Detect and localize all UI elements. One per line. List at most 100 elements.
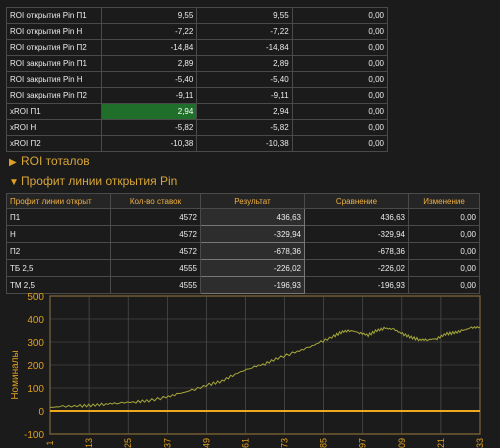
- value-cell[interactable]: 0,00: [291, 39, 389, 56]
- table-row[interactable]: ROI закрытия Pin Н -5,40 -5,40 0,00: [6, 71, 389, 88]
- table-row[interactable]: ROI закрытия Pin П2 -9,11 -9,11 0,00: [6, 87, 389, 104]
- profit-table-body: П1 4572 436,63 436,63 0,00 Н 4572 -329,94 -329,9…: [6, 208, 480, 294]
- row-label[interactable]: xROI П1: [6, 103, 102, 120]
- table-row[interactable]: ROI открытия Pin Н -7,22 -7,22 0,00: [6, 23, 389, 40]
- value-cell[interactable]: -14,84: [100, 39, 198, 56]
- y-tick-label: 0: [38, 407, 44, 418]
- row-label[interactable]: ROI открытия Pin Н: [6, 23, 102, 40]
- value-cell[interactable]: -5,82: [196, 119, 293, 136]
- value-cell[interactable]: -678,36: [304, 242, 409, 260]
- table-row[interactable]: ROI закрытия Pin П1 2,89 2,89 0,00: [6, 55, 389, 72]
- value-cell[interactable]: 0,00: [408, 276, 480, 294]
- value-cell[interactable]: -329,94: [200, 225, 305, 243]
- value-cell[interactable]: -7,22: [100, 23, 198, 40]
- value-cell[interactable]: -9,11: [196, 87, 293, 104]
- value-cell[interactable]: 436,63: [200, 208, 305, 226]
- value-cell[interactable]: 9,55: [196, 7, 293, 24]
- y-tick-label: 100: [27, 384, 44, 395]
- value-cell[interactable]: 0,00: [291, 119, 389, 136]
- value-cell[interactable]: -7,22: [196, 23, 293, 40]
- value-cell[interactable]: 0,00: [408, 225, 480, 243]
- x-tick-label: 09: [397, 438, 407, 448]
- value-cell[interactable]: 0,00: [291, 55, 389, 72]
- x-tick-label: 25: [123, 438, 133, 448]
- value-cell[interactable]: -9,11: [100, 87, 198, 104]
- table-row[interactable]: Н 4572 -329,94 -329,94 0,00: [6, 225, 480, 243]
- value-cell[interactable]: -226,02: [304, 259, 409, 277]
- value-cell[interactable]: 0,00: [291, 7, 389, 24]
- table-row[interactable]: П2 4572 -678,36 -678,36 0,00: [6, 242, 480, 260]
- y-tick-label: 200: [27, 361, 44, 372]
- value-cell[interactable]: 2,89: [196, 55, 293, 72]
- row-label[interactable]: ТБ 2,5: [6, 259, 111, 277]
- value-cell[interactable]: 4555: [110, 259, 201, 277]
- row-label[interactable]: ROI открытия Pin П2: [6, 39, 102, 56]
- row-label[interactable]: ROI закрытия Pin П2: [6, 87, 102, 104]
- x-tick-label: 73: [280, 438, 290, 448]
- value-cell[interactable]: 2,89: [100, 55, 198, 72]
- roi-totals-section-title: ROI тоталов: [21, 154, 90, 168]
- value-cell[interactable]: 0,00: [291, 71, 389, 88]
- profit-line-section-toggle[interactable]: ▼ Профит линии открытия Pin: [9, 174, 177, 188]
- value-cell[interactable]: 0,00: [291, 135, 389, 152]
- profit-table-header: Профит линии открыт Кол-во ставок Резуль…: [6, 193, 480, 209]
- column-header[interactable]: Изменение: [408, 193, 480, 209]
- value-cell[interactable]: -678,36: [200, 242, 305, 260]
- value-cell[interactable]: 0,00: [291, 103, 389, 120]
- value-cell[interactable]: 4572: [110, 208, 201, 226]
- value-cell[interactable]: 4572: [110, 242, 201, 260]
- row-label[interactable]: ROI закрытия Pin П1: [6, 55, 102, 72]
- row-label[interactable]: ROI закрытия Pin Н: [6, 71, 102, 88]
- value-cell[interactable]: 0,00: [408, 259, 480, 277]
- column-header[interactable]: Результат: [200, 193, 305, 209]
- value-cell[interactable]: 436,63: [304, 208, 409, 226]
- value-cell[interactable]: -226,02: [200, 259, 305, 277]
- x-tick-label: 49: [201, 438, 211, 448]
- profit-series-line: [49, 325, 481, 409]
- x-tick-label: 33: [475, 438, 485, 448]
- row-label[interactable]: Н: [6, 225, 111, 243]
- value-cell[interactable]: -196,93: [200, 276, 305, 294]
- profit-line-section-title: Профит линии открытия Pin: [21, 174, 178, 188]
- value-cell[interactable]: 0,00: [291, 23, 389, 40]
- row-label[interactable]: ROI открытия Pin П1: [6, 7, 102, 24]
- row-label[interactable]: ТМ 2,5: [6, 276, 111, 294]
- table-row[interactable]: ROI открытия Pin П1 9,55 9,55 0,00: [6, 7, 389, 24]
- table-row[interactable]: xROI Н -5,82 -5,82 0,00: [6, 119, 389, 136]
- value-cell[interactable]: -5,82: [100, 119, 198, 136]
- column-header[interactable]: Профит линии открыт: [6, 193, 111, 209]
- x-tick-label: 97: [358, 438, 368, 448]
- value-cell[interactable]: -10,38: [100, 135, 198, 152]
- value-cell[interactable]: 2,94: [196, 103, 293, 120]
- value-cell[interactable]: 4555: [110, 276, 201, 294]
- roi-totals-section-toggle[interactable]: ▶ ROI тоталов: [9, 154, 90, 168]
- value-cell[interactable]: 0,00: [408, 242, 480, 260]
- value-cell[interactable]: -14,84: [196, 39, 293, 56]
- value-cell[interactable]: -5,40: [196, 71, 293, 88]
- value-cell[interactable]: 9,55: [100, 7, 198, 24]
- value-cell[interactable]: -329,94: [304, 225, 409, 243]
- column-header[interactable]: Сравнение: [304, 193, 409, 209]
- expand-triangle-icon: ▶: [9, 157, 17, 168]
- x-tick-label: 61: [240, 438, 250, 448]
- table-row[interactable]: xROI П2 -10,38 -10,38 0,00: [6, 135, 389, 152]
- column-header[interactable]: Кол-во ставок: [110, 193, 201, 209]
- value-cell[interactable]: 2,94: [100, 103, 198, 120]
- table-row[interactable]: П1 4572 436,63 436,63 0,00: [6, 208, 480, 226]
- table-row[interactable]: ТМ 2,5 4555 -196,93 -196,93 0,00: [6, 276, 480, 294]
- roi-table: ROI открытия Pin П1 9,55 9,55 0,00 ROI откры…: [6, 7, 389, 152]
- table-row[interactable]: ROI открытия Pin П2 -14,84 -14,84 0,00: [6, 39, 389, 56]
- value-cell[interactable]: 0,00: [408, 208, 480, 226]
- value-cell[interactable]: -5,40: [100, 71, 198, 88]
- value-cell[interactable]: 4572: [110, 225, 201, 243]
- row-label[interactable]: П1: [6, 208, 111, 226]
- table-row[interactable]: ТБ 2,5 4555 -226,02 -226,02 0,00: [6, 259, 480, 277]
- value-cell[interactable]: 0,00: [291, 87, 389, 104]
- row-label[interactable]: xROI Н: [6, 119, 102, 136]
- row-label[interactable]: xROI П2: [6, 135, 102, 152]
- row-label[interactable]: П2: [6, 242, 111, 260]
- value-cell[interactable]: -10,38: [196, 135, 293, 152]
- table-row[interactable]: xROI П1 2,94 2,94 0,00: [6, 103, 389, 120]
- x-tick-label: 1: [45, 440, 55, 445]
- value-cell[interactable]: -196,93: [304, 276, 409, 294]
